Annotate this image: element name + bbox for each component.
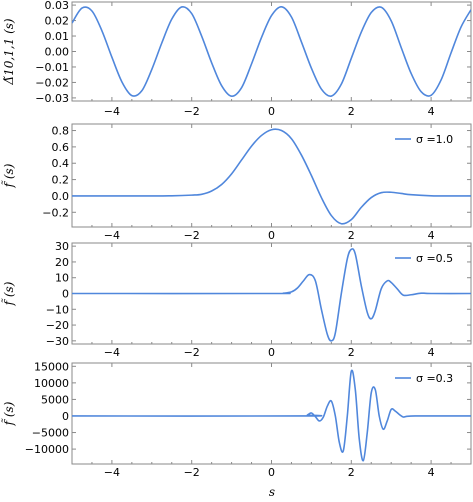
y-tick-label: 0.02 (45, 15, 70, 28)
series-line (72, 369, 471, 462)
series-line (72, 128, 471, 225)
x-tick-label: 4 (428, 466, 435, 479)
x-tick-label: 4 (428, 105, 435, 118)
y-tick-label: 30 (55, 240, 69, 253)
y-tick-label: 0.2 (52, 174, 70, 187)
x-tick-label: −2 (184, 466, 200, 479)
y-axis-label: f̃ (s) (0, 281, 16, 306)
y-tick-label: −10000 (25, 443, 69, 456)
x-tick-label: −4 (104, 346, 120, 359)
x-tick-label: 4 (428, 346, 435, 359)
y-tick-label: −20 (46, 319, 69, 332)
y-tick-label: 0 (62, 410, 69, 423)
series-line (72, 248, 471, 342)
legend-label: σ =0.3 (416, 372, 453, 385)
y-tick-label: 5000 (41, 393, 69, 406)
y-tick-label: −0.01 (35, 61, 69, 74)
x-tick-label: 2 (348, 229, 355, 242)
y-tick-label: −10 (46, 303, 69, 316)
x-tick-label: 0 (268, 346, 275, 359)
x-tick-label: −4 (104, 229, 120, 242)
y-tick-label: 0.00 (45, 46, 70, 59)
panel-delta: −4 −2 0 2 4 −0.03 −0.02 −0.01 0.00 0.01 0.02 0.03 Δ̃… (2, 0, 472, 118)
y-tick-label: −0.03 (35, 92, 69, 105)
legend-label: σ =0.5 (416, 252, 453, 265)
x-tick-label: 2 (348, 466, 355, 479)
y-tick-label: 0.03 (45, 0, 70, 12)
series-line (72, 5, 471, 98)
plot-frame (71, 123, 472, 228)
y-tick-label: 10 (55, 272, 69, 285)
y-tick-label: 20 (55, 256, 69, 269)
y-axis-label: f̃ (s) (0, 163, 16, 188)
panel-sigma-1-0: −4 −2 0 2 4 −0.2 0.0 0.2 0.4 0.6 0.8 f̃ (s) σ =1.0 (0, 123, 472, 242)
x-tick-label: 4 (428, 229, 435, 242)
legend-label: σ =1.0 (416, 133, 453, 146)
x-axis-label: s (269, 485, 275, 499)
y-tick-label: 0 (62, 288, 69, 301)
x-tick-label: 2 (348, 346, 355, 359)
y-tick-label: 0.8 (52, 125, 70, 138)
y-tick-label: 10000 (34, 377, 69, 390)
y-tick-label: −5000 (32, 427, 69, 440)
x-tick-label: −2 (184, 229, 200, 242)
y-tick-label: −30 (46, 335, 69, 348)
x-tick-label: −4 (104, 466, 120, 479)
x-tick-label: 0 (268, 105, 275, 118)
y-tick-label: 0.4 (52, 157, 70, 170)
y-tick-label: −0.2 (42, 206, 69, 219)
x-tick-label: 0 (268, 466, 275, 479)
y-tick-label: −0.02 (35, 76, 69, 89)
x-tick-label: 0 (268, 229, 275, 242)
panel-sigma-0-3: −4 −2 0 2 4 −10000 −5000 0 5000 10000 15000 f̃ (s) σ… (0, 360, 472, 479)
x-tick-label: −4 (104, 105, 120, 118)
y-tick-label: 15000 (34, 360, 69, 373)
x-tick-label: 2 (348, 105, 355, 118)
plot-frame (71, 362, 472, 465)
y-axis-label: f̃ (s) (0, 401, 16, 426)
y-axis-label: Δ̃10,1,1 (s) (2, 18, 16, 85)
x-tick-label: −2 (184, 346, 200, 359)
y-tick-label: 0.01 (45, 30, 70, 43)
y-tick-label: 0.6 (52, 141, 70, 154)
x-tick-label: −2 (184, 105, 200, 118)
y-tick-label: 0.0 (52, 190, 70, 203)
